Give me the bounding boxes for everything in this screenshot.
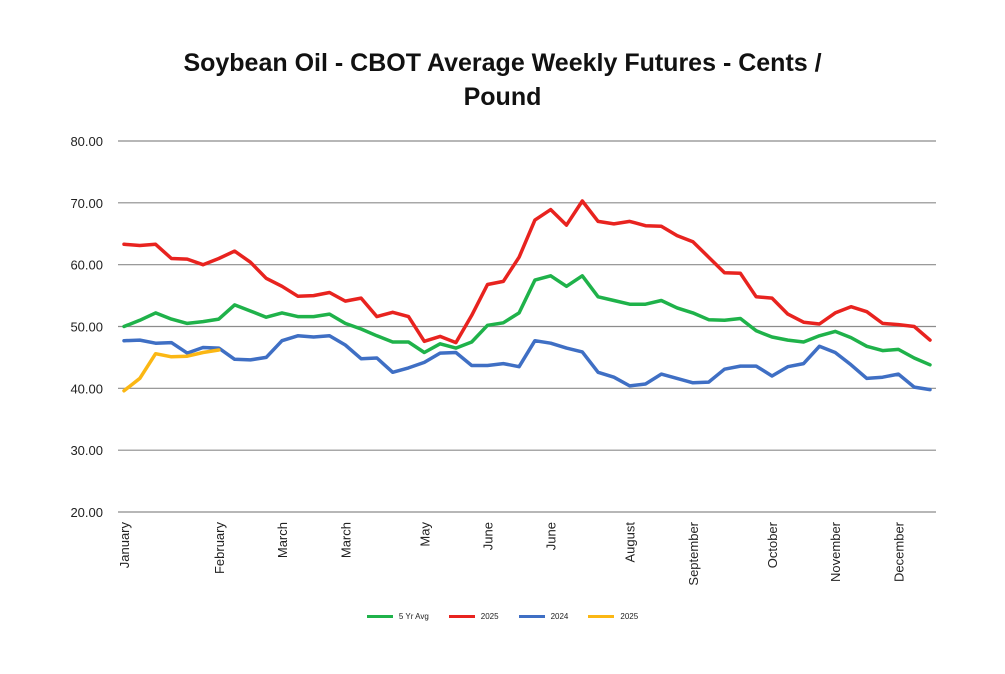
legend-swatch	[448, 615, 475, 618]
y-tick-label: 20.00	[70, 505, 103, 520]
series-line-1	[122, 199, 932, 345]
legend-swatch	[518, 615, 545, 618]
chart-title-line1: Soybean Oil - CBOT Average Weekly Future…	[183, 49, 822, 77]
x-tick-label: September	[686, 521, 701, 585]
legend-item: 2024	[518, 612, 569, 621]
x-tick-label: October	[765, 521, 780, 568]
legend-label: 5 Yr Avg	[398, 612, 429, 621]
legend-swatch	[588, 615, 615, 618]
y-tick-label: 30.00	[70, 443, 103, 458]
chart-title-line2: Pound	[463, 83, 542, 111]
y-tick-label: 50.00	[70, 320, 103, 335]
x-tick-label: August	[623, 522, 638, 563]
y-tick-label: 60.00	[70, 258, 103, 273]
legend-item: 2025	[588, 612, 638, 621]
x-tick-label: May	[417, 522, 432, 547]
x-tick-label: January	[117, 522, 132, 569]
series-line-2	[122, 334, 932, 392]
x-tick-label: June	[480, 522, 495, 550]
legend-label: 2025	[480, 612, 499, 621]
y-tick-label: 70.00	[70, 196, 103, 211]
legend-item: 5 Yr Avg	[366, 612, 429, 621]
x-tick-label: December	[891, 521, 906, 582]
x-tick-label: March	[275, 522, 290, 558]
chart-title: Soybean Oil - CBOT Average Weekly Future…	[0, 46, 1005, 114]
x-tick-label: June	[544, 522, 559, 550]
x-tick-label: November	[828, 521, 843, 582]
legend-swatch	[366, 615, 393, 618]
y-tick-label: 40.00	[70, 381, 103, 396]
series-line-3	[122, 348, 221, 393]
legend-label: 2024	[550, 612, 569, 621]
y-tick-label: 80.00	[70, 134, 103, 149]
x-tick-label: February	[212, 522, 227, 575]
x-tick-label: March	[338, 522, 353, 558]
series-line-0	[122, 274, 932, 367]
legend-item: 2025	[448, 612, 499, 621]
legend-label: 2025	[620, 612, 639, 621]
chart-legend: 5 Yr Avg 2025 2024 2025	[0, 612, 1005, 621]
